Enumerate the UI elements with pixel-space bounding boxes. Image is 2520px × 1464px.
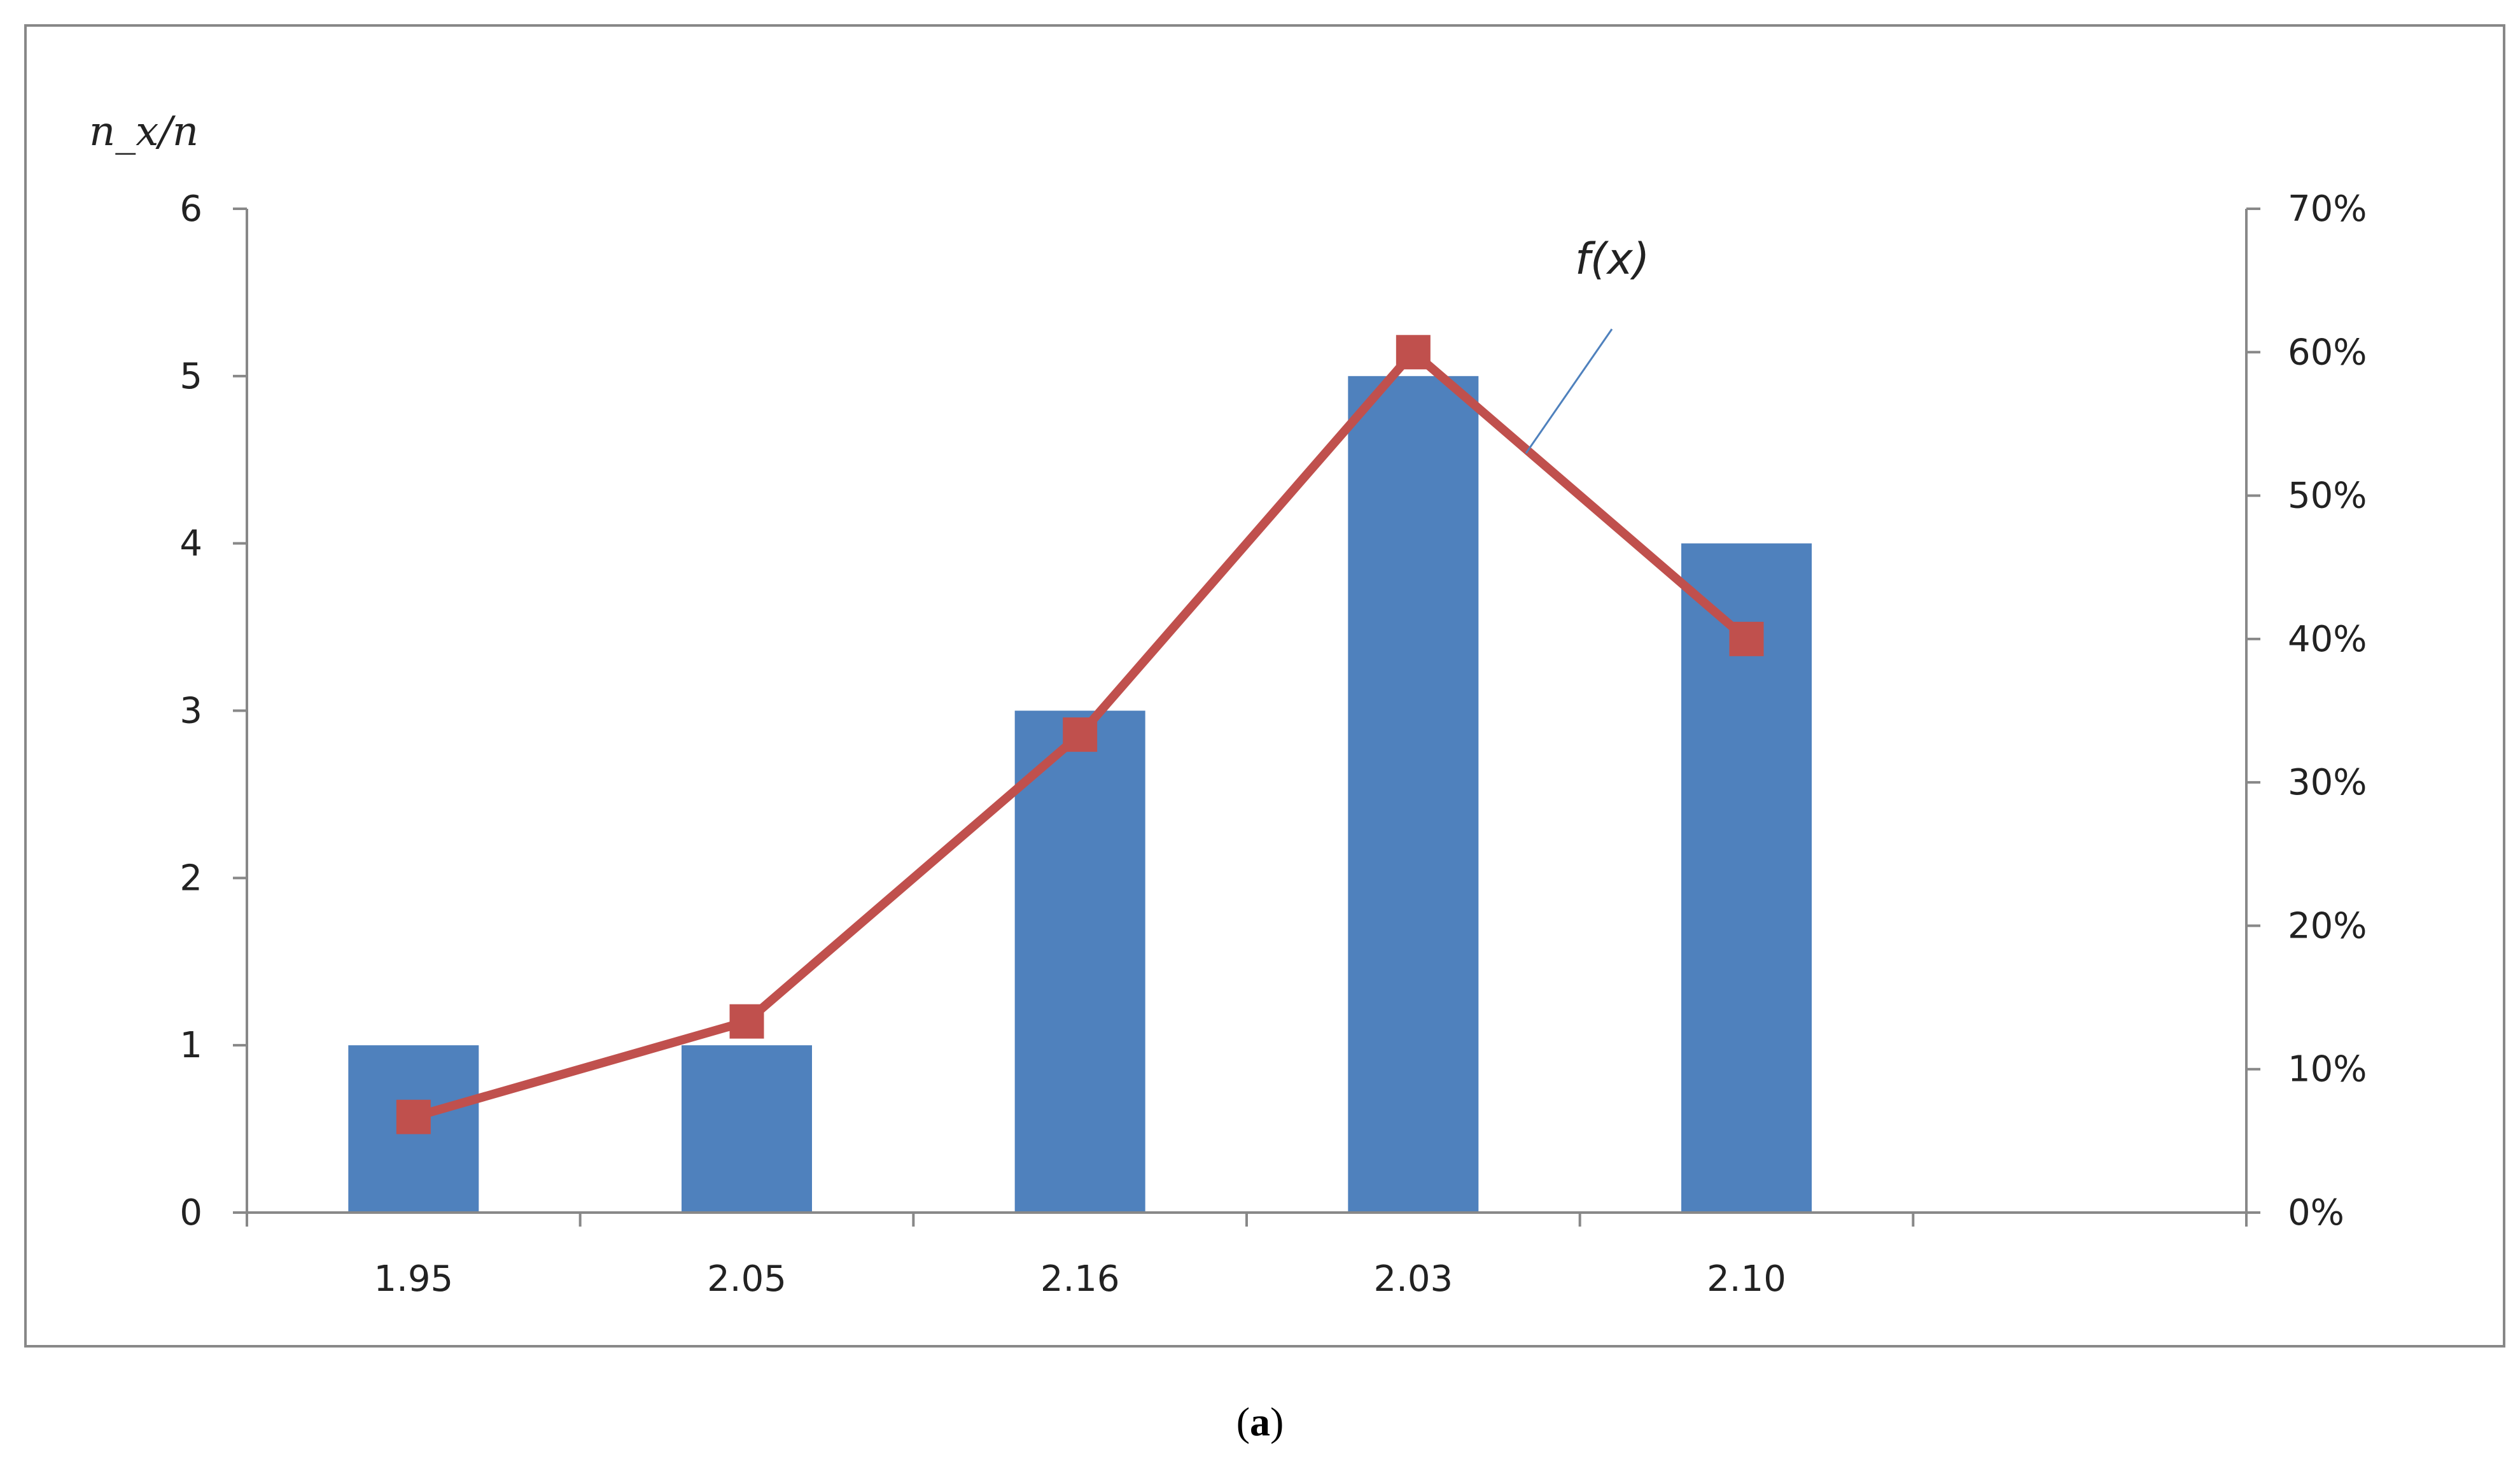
x-tick-label: 2.10	[1707, 1258, 1786, 1300]
x-tick-label: 2.05	[707, 1258, 787, 1300]
f-of-x-marker-2.05	[729, 1004, 764, 1039]
bar-2.05	[682, 1045, 812, 1213]
bar-2.16	[1014, 710, 1145, 1213]
y-tick-label: 4	[179, 523, 202, 565]
f-of-x-marker-2.16	[1063, 717, 1098, 752]
y2-tick-label: 20%	[2288, 905, 2367, 947]
f-of-x-marker-2.10	[1729, 621, 1764, 656]
f-of-x-leader-line	[1525, 328, 1613, 454]
y-axis-title: n_x/n	[89, 108, 199, 155]
caption-close-paren: )	[1270, 1399, 1284, 1444]
y2-tick-label: 50%	[2288, 475, 2367, 517]
y-tick-label: 5	[179, 356, 202, 397]
y-tick-label: 6	[179, 188, 202, 230]
f-of-x-marker-1.95	[396, 1099, 431, 1134]
x-tick-label: 2.16	[1040, 1258, 1120, 1300]
f-of-x-label: f(x)	[1575, 234, 1649, 285]
y2-tick-label: 60%	[2288, 332, 2367, 373]
y2-tick-label: 40%	[2288, 619, 2367, 660]
y2-tick-label: 70%	[2288, 188, 2367, 230]
f-of-x-marker-2.03	[1396, 335, 1431, 370]
figure-caption: (a)	[1236, 1399, 1284, 1444]
y-tick-label: 1	[179, 1025, 202, 1066]
y2-tick-label: 0%	[2288, 1192, 2344, 1234]
y-tick-label: 2	[179, 857, 202, 899]
caption-letter: a	[1250, 1399, 1270, 1444]
y-tick-label: 3	[179, 691, 202, 732]
bar-2.03	[1348, 376, 1479, 1213]
y2-tick-label: 30%	[2288, 762, 2367, 803]
y-tick-label: 0	[179, 1192, 202, 1234]
x-tick-label: 1.95	[374, 1258, 453, 1300]
caption-open-paren: (	[1236, 1399, 1250, 1444]
y2-tick-label: 10%	[2288, 1049, 2367, 1090]
x-tick-label: 2.03	[1373, 1258, 1453, 1300]
